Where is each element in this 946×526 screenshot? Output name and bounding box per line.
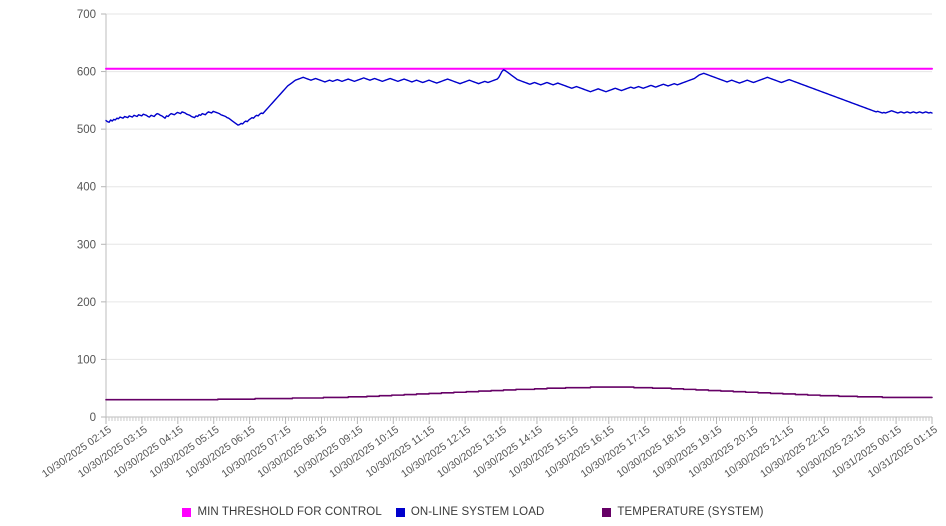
series-line-on-line-system-load xyxy=(105,69,933,126)
legend-label-on-line-system-load: ON-LINE SYSTEM LOAD xyxy=(410,506,545,518)
legend-swatch-min-threshold-for-control xyxy=(182,507,192,517)
legend-label-min-threshold-for-control: MIN THRESHOLD FOR CONTROL xyxy=(197,506,382,518)
y-axis-label: 200 xyxy=(77,297,96,309)
y-axis-label: 500 xyxy=(77,124,96,136)
series-line-temperature-system xyxy=(105,386,933,401)
y-axis-label: 300 xyxy=(77,239,96,251)
y-axis-label: 0 xyxy=(90,412,96,424)
legend-label-temperature-system: TEMPERATURE (SYSTEM) xyxy=(617,506,764,518)
y-axis-label: 600 xyxy=(77,67,96,79)
y-axis-label: 100 xyxy=(77,354,96,366)
chart-legend: MIN THRESHOLD FOR CONTROL ON-LINE SYSTEM… xyxy=(0,506,946,518)
legend-item-min-threshold-for-control[interactable]: MIN THRESHOLD FOR CONTROL xyxy=(182,506,382,518)
y-axis-label: 700 xyxy=(77,9,96,21)
legend-item-temperature-system[interactable]: TEMPERATURE (SYSTEM) xyxy=(602,506,763,518)
legend-swatch-temperature-system xyxy=(602,507,612,517)
y-axis-label: 400 xyxy=(77,182,96,194)
legend-swatch-on-line-system-load xyxy=(395,507,405,517)
legend-item-on-line-system-load[interactable]: ON-LINE SYSTEM LOAD xyxy=(395,506,545,518)
